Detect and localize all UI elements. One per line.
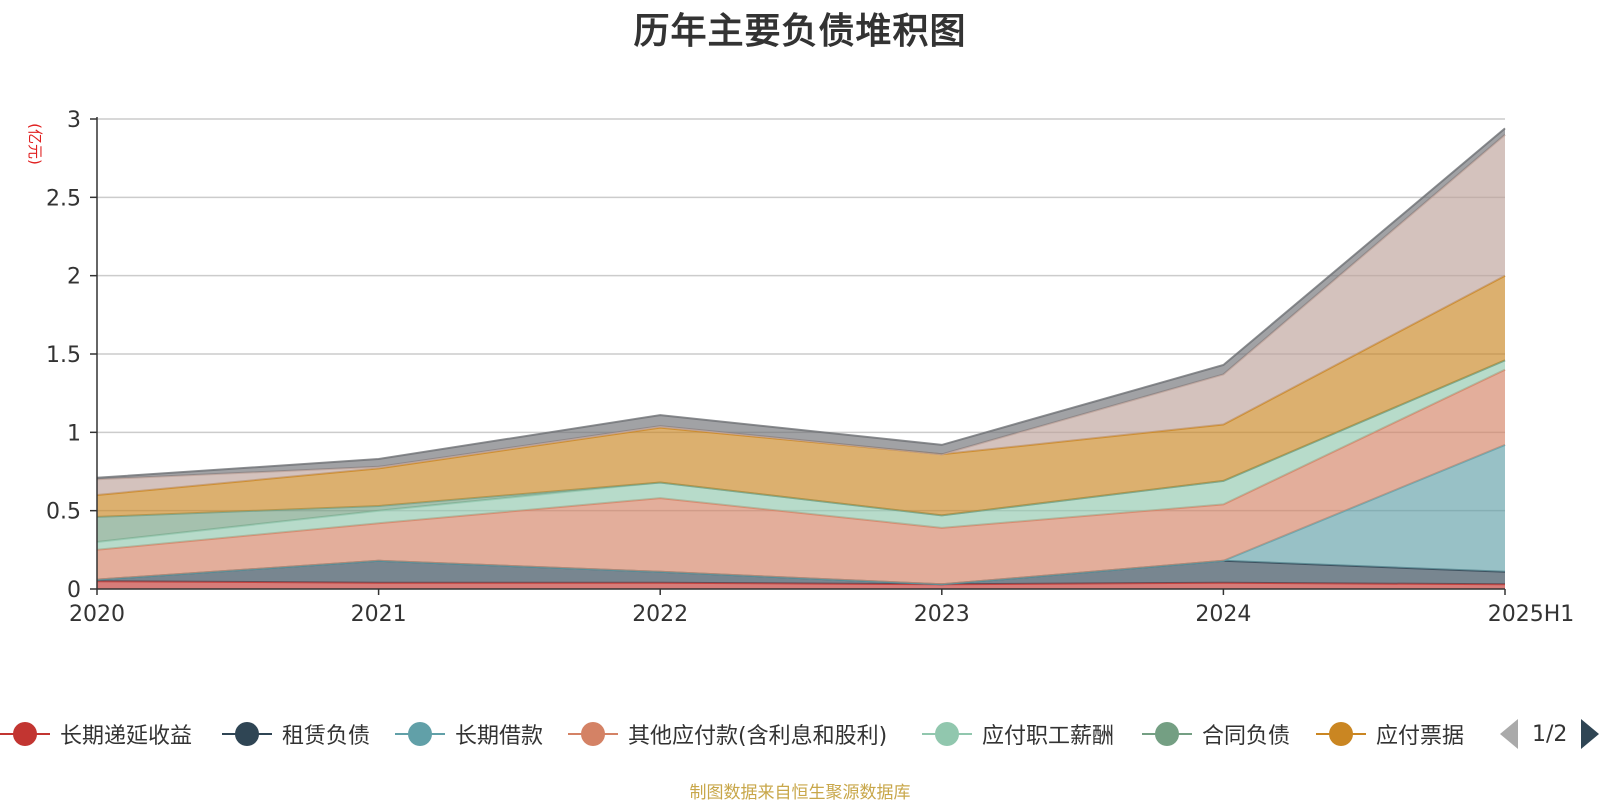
x-tick-label: 2025H1 (1488, 602, 1575, 627)
legend-item[interactable]: 应付职工薪酬 (922, 712, 1114, 756)
legend-marker-icon (1316, 712, 1366, 756)
series-area-7 (97, 134, 1505, 495)
series-area-6 (97, 275, 1505, 517)
x-tick-label: 2022 (632, 602, 688, 627)
legend-item[interactable]: 长期借款 (395, 712, 543, 756)
legend-item-label: 合同负债 (1202, 724, 1291, 749)
axes: 0 0.5 1 1.5 2 2.5 3 2020 2021 2022 2023 2024 2025H1 (46, 108, 1574, 627)
legend: 长期递延收益 租赁负债 长期借款 其他应付款(含利息和股利) 应付职工薪酬 合同负债 应付票… (0, 712, 1480, 756)
series-line-7 (96, 133, 1506, 481)
series-line-8 (96, 127, 1506, 479)
legend-item[interactable]: 合同负债 (1142, 712, 1290, 756)
legend-item[interactable]: 应付票据 (1316, 712, 1464, 756)
series-area-3 (97, 369, 1505, 585)
legend-marker-icon (395, 712, 445, 756)
x-tick-label: 2023 (914, 602, 970, 627)
y-tick-label: 3 (67, 108, 81, 133)
legend-marker-icon (0, 712, 50, 756)
y-tick-label: 2 (67, 265, 81, 290)
y-tick-label: 1 (67, 421, 81, 446)
series-areas (96, 127, 1506, 589)
legend-page-indicator: 1/2 (1532, 721, 1568, 747)
y-axis-unit-label: (亿元) (26, 123, 44, 165)
legend-item-label: 长期递延收益 (60, 724, 193, 749)
legend-marker-icon (922, 712, 972, 756)
legend-prev-page-icon[interactable] (1500, 719, 1518, 749)
y-tick-label: 0.5 (46, 500, 81, 525)
legend-marker-icon (222, 712, 272, 756)
x-tick-label: 2020 (69, 602, 125, 627)
legend-marker-icon (1142, 712, 1192, 756)
legend-item-label: 长期借款 (455, 724, 544, 749)
series-area-4 (97, 360, 1505, 550)
x-tick-label: 2024 (1195, 602, 1251, 627)
legend-marker-icon (568, 712, 618, 756)
legend-item-label: 租赁负债 (282, 724, 371, 749)
x-tick-label: 2021 (351, 602, 407, 627)
legend-item-label: 其他应付款(含利息和股利) (628, 724, 888, 749)
chart-title: 历年主要负债堆积图 (633, 11, 967, 52)
legend-item[interactable]: 长期递延收益 (0, 712, 192, 756)
y-tick-label: 0 (67, 578, 81, 603)
series-area-5 (97, 360, 1505, 542)
series-area-8 (97, 128, 1505, 480)
y-tick-label: 2.5 (46, 186, 81, 211)
legend-item[interactable]: 租赁负债 (222, 712, 370, 756)
legend-item[interactable]: 其他应付款(含利息和股利) (568, 712, 887, 756)
y-tick-label: 1.5 (46, 343, 81, 368)
series-area-1 (97, 560, 1505, 585)
legend-pager: 1/2 (1500, 714, 1600, 754)
legend-next-page-icon[interactable] (1581, 719, 1600, 749)
legend-item-label: 应付职工薪酬 (982, 724, 1115, 749)
data-source-note: 制图数据来自恒生聚源数据库 (689, 783, 911, 803)
legend-item-label: 应付票据 (1376, 724, 1465, 749)
